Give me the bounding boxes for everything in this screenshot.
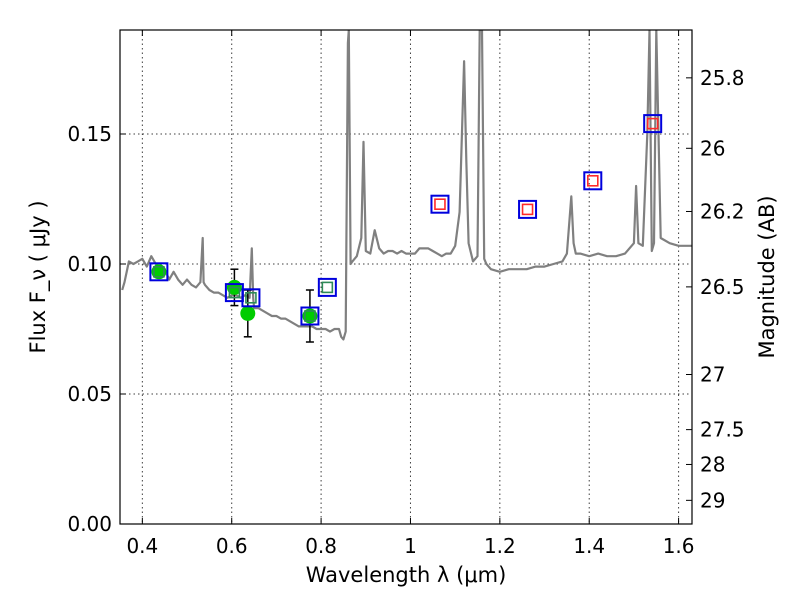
x-tick-label: 0.4 <box>126 534 158 558</box>
observed-point <box>151 264 167 280</box>
y-tick-label: 0.10 <box>67 252 112 276</box>
inner-box <box>434 198 446 210</box>
model-photometry-box <box>583 171 603 191</box>
model-photometry-box <box>300 306 320 326</box>
right-tick-label: 26.2 <box>700 199 745 223</box>
right-tick-label: 27 <box>700 363 725 387</box>
model-spectrum-line <box>121 30 692 341</box>
x-tick-label: 1.2 <box>484 534 516 558</box>
axis-ticks: 0.4 0.6 0.8 1 1.2 1.4 1.6 0.00 0.05 0.10 0.15 25.8 2… <box>67 30 745 558</box>
right-tick-label: 26 <box>700 136 725 160</box>
inner-box <box>586 175 599 187</box>
model-photometry-box <box>430 194 450 214</box>
y-axis-label-right: Magnitude (AB) <box>755 195 779 358</box>
x-tick-label: 1.6 <box>663 534 695 558</box>
y-tick-label: 0.05 <box>67 382 112 406</box>
model-photometry-box <box>317 277 337 297</box>
inner-box <box>646 117 659 130</box>
y-axis-label-left: Flux F_ν ( μJy ) <box>26 200 51 353</box>
x-tick-label: 1 <box>404 534 417 558</box>
observed-point <box>302 308 318 324</box>
right-tick-label: 29 <box>700 488 725 512</box>
x-tick-label: 1.4 <box>573 534 605 558</box>
spectrum-layer <box>121 30 692 341</box>
model-photometry-box <box>149 262 169 282</box>
model-photometry-box <box>241 288 261 308</box>
y-tick-label: 0.15 <box>67 122 112 146</box>
model-photometry-box <box>518 199 538 219</box>
inner-box <box>228 286 241 299</box>
inner-box <box>304 310 316 322</box>
grid-lines <box>120 30 692 524</box>
x-axis-label: Wavelength λ (μm) <box>306 563 507 587</box>
right-tick-label: 27.5 <box>700 418 745 442</box>
x-tick-label: 0.8 <box>305 534 337 558</box>
model-photometry-box <box>643 114 663 134</box>
inner-box <box>245 291 257 304</box>
inner-box <box>153 265 165 278</box>
points-layer <box>149 114 663 343</box>
right-tick-label: 26.5 <box>700 275 745 299</box>
inner-box <box>321 281 334 294</box>
right-tick-label: 25.8 <box>700 66 745 90</box>
right-tick-label: 28 <box>700 452 725 476</box>
x-tick-label: 0.6 <box>216 534 248 558</box>
observed-point <box>240 305 256 321</box>
plot-frame <box>119 29 693 525</box>
inner-box <box>521 203 534 216</box>
y-tick-label: 0.00 <box>67 512 112 536</box>
